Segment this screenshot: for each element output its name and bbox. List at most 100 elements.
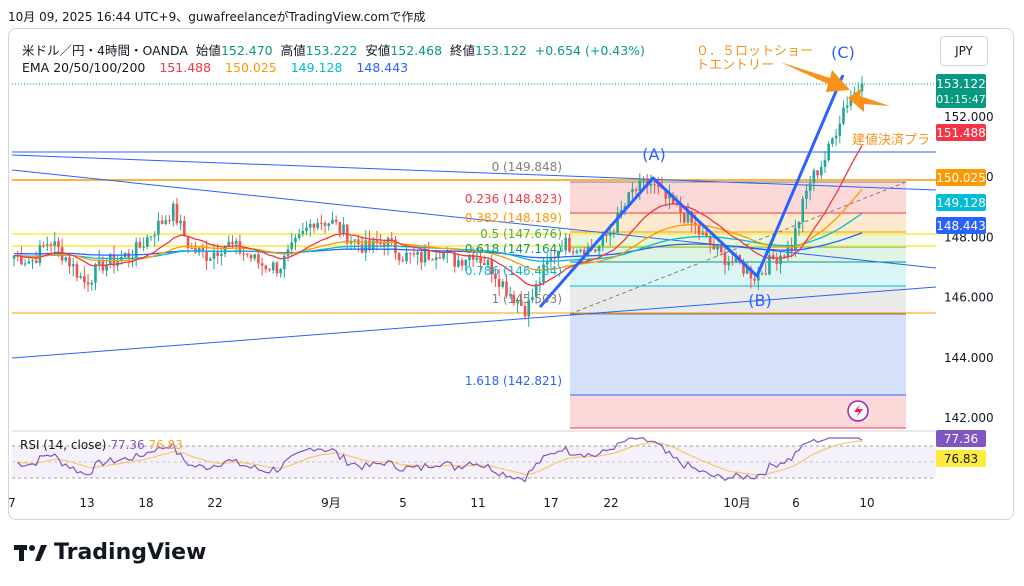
candle-body xyxy=(86,282,90,285)
rsi-ma-badge-text: 76.83 xyxy=(944,452,978,466)
candle-body xyxy=(379,243,382,245)
fib-zone-0618-0786 xyxy=(570,262,906,286)
fib-label-0382: 0.382 (148.189) xyxy=(465,211,562,225)
candle-body xyxy=(160,220,164,224)
ema50-badge-text: 150.025 xyxy=(936,171,986,185)
fib-label-05: 0.5 (147.676) xyxy=(480,227,562,241)
candle-body xyxy=(312,224,316,228)
candle-body xyxy=(686,211,690,223)
candle-body xyxy=(327,223,331,226)
candle-body xyxy=(601,234,605,246)
rsi-value: 77.36 xyxy=(110,438,145,452)
candle-body xyxy=(179,220,182,224)
candle-body xyxy=(479,257,482,264)
x-tick-label: 11 xyxy=(470,496,485,510)
candle-body xyxy=(53,241,57,246)
ema20-line[interactable] xyxy=(14,145,863,287)
candle-body xyxy=(186,235,190,249)
candle-body xyxy=(808,183,812,191)
candle-body xyxy=(712,244,716,250)
open-value: 152.470 xyxy=(220,43,273,58)
high-label: 高値 xyxy=(280,43,306,58)
rsi-line[interactable] xyxy=(17,437,863,483)
candle-body xyxy=(782,255,786,257)
last-price-badge xyxy=(936,74,986,108)
candle-body xyxy=(501,281,505,287)
candle-body xyxy=(842,107,845,124)
candle-body xyxy=(90,282,94,285)
candle-body xyxy=(731,261,734,263)
elliott-wave-path[interactable] xyxy=(538,74,845,308)
currency-button[interactable]: JPY xyxy=(940,36,988,66)
candle-body xyxy=(257,254,260,264)
candle-body xyxy=(116,260,119,266)
candle-body xyxy=(201,248,205,252)
candle-body xyxy=(834,135,838,139)
candle-body xyxy=(205,251,208,261)
candle-body xyxy=(297,234,301,239)
candle-body xyxy=(290,242,294,250)
candle-body xyxy=(805,190,808,199)
ema200-line[interactable] xyxy=(14,232,863,259)
candle-body xyxy=(831,138,834,144)
ema100-badge-text: 149.128 xyxy=(936,196,986,210)
ema50-value: 150.025 xyxy=(225,60,277,75)
candle-body xyxy=(579,249,582,252)
candle-body xyxy=(457,260,460,267)
candle-body xyxy=(827,143,830,161)
candle-body xyxy=(183,220,186,236)
candle-body xyxy=(560,250,564,252)
x-tick-label: 7 xyxy=(8,496,16,510)
candle-body xyxy=(253,254,256,259)
ema200-badge xyxy=(936,217,986,234)
rsi-ma-badge xyxy=(936,450,986,467)
rsi-badge-text: 77.36 xyxy=(944,432,978,446)
chart-frame xyxy=(8,28,1014,520)
candle-body xyxy=(797,222,801,229)
candle-body xyxy=(294,238,297,243)
price-axis[interactable]: 142.000144.000146.000148.000150.000152.0… xyxy=(944,110,994,425)
candle-body xyxy=(512,294,516,304)
tradingview-logo[interactable]: TradingView xyxy=(14,540,206,565)
candle-body xyxy=(390,238,394,240)
candle-body xyxy=(249,254,253,259)
candle-body xyxy=(534,283,538,297)
fib-label-0236: 0.236 (148.823) xyxy=(465,192,562,206)
candle-body xyxy=(368,240,371,250)
candle-body xyxy=(634,189,638,192)
candle-body xyxy=(705,232,708,237)
candle-body xyxy=(97,259,101,265)
candle-body xyxy=(175,203,179,224)
candle-body xyxy=(608,232,612,237)
trendline-lower[interactable] xyxy=(11,286,937,359)
trendline-middle[interactable] xyxy=(11,169,937,269)
candle-body xyxy=(749,267,753,279)
low-value: 152.468 xyxy=(390,43,443,58)
candle-body xyxy=(553,257,556,259)
symbol-label[interactable]: 米ドル／円・4時間・OANDA xyxy=(22,43,188,58)
ema-label[interactable]: EMA 20/50/100/200 xyxy=(22,60,146,75)
candle-body xyxy=(42,245,45,247)
candle-body xyxy=(812,170,816,184)
ema20-badge xyxy=(936,124,986,141)
lightning-icon xyxy=(854,404,863,418)
x-tick-label: 9月 xyxy=(321,496,341,510)
trendline-upper[interactable] xyxy=(11,154,937,191)
candle-body xyxy=(690,211,693,223)
time-axis[interactable]: 7 13 18 22 9月 5 11 17 22 10月 6 10 xyxy=(8,496,874,510)
candle-body xyxy=(353,239,356,241)
candle-body xyxy=(171,203,175,221)
candle-body xyxy=(697,225,701,235)
candle-body xyxy=(538,282,542,284)
candle-body xyxy=(308,224,312,228)
candle-body xyxy=(494,274,497,280)
candle-body xyxy=(557,250,560,259)
rsi-legend[interactable]: RSI (14, close) 77.36 76.83 xyxy=(20,438,183,452)
candle-body xyxy=(520,301,523,306)
candle-body xyxy=(371,240,375,250)
ema50-line[interactable] xyxy=(14,189,863,271)
wave-b-label: (B) xyxy=(748,291,771,310)
candle-body xyxy=(245,253,249,255)
candle-body xyxy=(79,276,82,278)
